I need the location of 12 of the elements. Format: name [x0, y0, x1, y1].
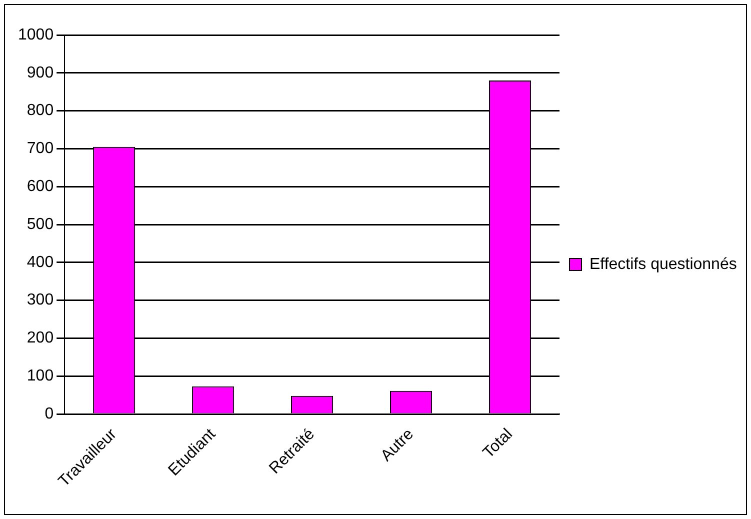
y-tick-label: 900 — [26, 64, 54, 82]
y-tick-label: 600 — [26, 178, 54, 196]
y-tick-label: 500 — [26, 216, 54, 233]
y-tick-label: 100 — [26, 368, 54, 385]
legend-label: Effectifs questionnés — [590, 256, 737, 273]
y-tick-label: 800 — [26, 102, 54, 120]
y-tick-label: 700 — [26, 140, 54, 158]
y-tick-label: 1000 — [18, 26, 54, 44]
y-tick-label: 400 — [26, 254, 54, 271]
y-tick-label: 200 — [26, 330, 54, 347]
y-tick-label: 300 — [26, 292, 54, 309]
y-tick-label: 0 — [44, 405, 54, 422]
